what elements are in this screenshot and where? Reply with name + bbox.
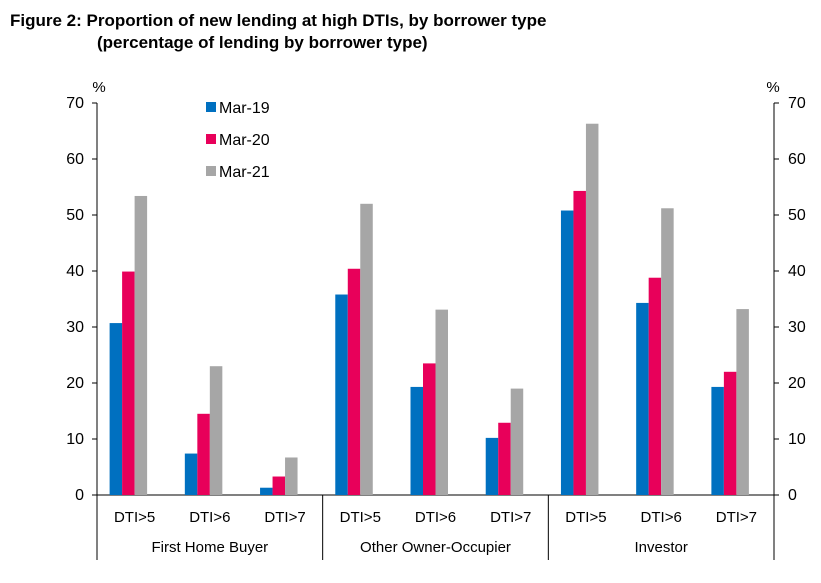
left-y-tick-label: 10: [66, 431, 84, 448]
bar-mar-19-investor-dtigt6: [636, 302, 649, 495]
bar-mar-20-other-owner-occupier-dtigt5: [347, 268, 361, 495]
left-y-tick-label: 20: [66, 375, 84, 392]
x-category-label: DTI>5: [340, 509, 381, 526]
x-group-label: Other Owner-Occupier: [360, 539, 511, 556]
bar-mar-20-investor-dtigt5: [573, 190, 586, 496]
title-line-1: Figure 2: Proportion of new lending at h…: [10, 11, 547, 30]
bar-mar-20-other-owner-occupier-dtigt6: [423, 363, 436, 495]
title-line-2: (percentage of lending by borrower type): [97, 33, 428, 52]
legend-label-mar-19: Mar-19: [219, 100, 270, 117]
x-group-label: First Home Buyer: [151, 539, 268, 556]
bar-mar-19-investor-dtigt7: [711, 386, 724, 495]
left-y-tick-label: 0: [75, 487, 84, 504]
bar-mar-21-investor-dtigt5: [585, 123, 599, 495]
right-y-tick-label: 40: [788, 263, 806, 280]
bar-mar-20-investor-dtigt7: [723, 371, 737, 495]
legend-swatch-mar-20: [206, 134, 216, 144]
x-category-label: DTI>6: [189, 509, 230, 526]
bar-mar-21-investor-dtigt6: [661, 208, 674, 495]
bar-mar-20-first-home-buyer-dtigt5: [122, 271, 135, 495]
bar-mar-19-first-home-buyer-dtigt5: [109, 323, 123, 495]
x-category-label: DTI>7: [490, 509, 531, 526]
bar-mar-21-first-home-buyer-dtigt5: [134, 195, 148, 495]
bar-mar-21-investor-dtigt7: [736, 309, 749, 495]
x-category-label: DTI>5: [565, 509, 606, 526]
right-y-tick-label: 70: [788, 95, 806, 112]
right-y-unit: %: [766, 79, 779, 96]
left-y-tick-label: 40: [66, 263, 84, 280]
left-y-tick-label: 50: [66, 207, 84, 224]
bar-mar-21-first-home-buyer-dtigt7: [285, 457, 298, 495]
bar-mar-21-other-owner-occupier-dtigt7: [510, 388, 524, 495]
bar-mar-20-first-home-buyer-dtigt7: [272, 476, 286, 495]
x-category-label: DTI>6: [415, 509, 456, 526]
left-y-tick-label: 30: [66, 319, 84, 336]
x-category-label: DTI>7: [716, 509, 757, 526]
left-y-unit: %: [92, 79, 105, 96]
bar-mar-19-other-owner-occupier-dtigt7: [485, 437, 499, 495]
chart-title: Figure 2: Proportion of new lending at h…: [10, 10, 546, 54]
legend-label-mar-21: Mar-21: [219, 164, 270, 181]
left-y-tick-label: 60: [66, 151, 84, 168]
right-y-tick-label: 0: [788, 487, 797, 504]
bar-mar-21-other-owner-occupier-dtigt5: [360, 203, 373, 496]
x-group-label: Investor: [634, 539, 687, 556]
right-y-tick-label: 50: [788, 207, 806, 224]
bar-mar-21-first-home-buyer-dtigt6: [209, 366, 223, 495]
bar-mar-19-first-home-buyer-dtigt7: [260, 487, 273, 495]
bar-mar-19-other-owner-occupier-dtigt5: [335, 294, 348, 495]
x-category-label: DTI>6: [641, 509, 682, 526]
legend-swatch-mar-19: [206, 102, 216, 112]
x-category-label: DTI>5: [114, 509, 155, 526]
x-category-label: DTI>7: [264, 509, 305, 526]
right-y-tick-label: 20: [788, 375, 806, 392]
legend-swatch-mar-21: [206, 166, 216, 176]
bar-mar-20-first-home-buyer-dtigt6: [197, 413, 210, 495]
bar-mar-19-investor-dtigt5: [560, 210, 574, 495]
bar-mar-19-other-owner-occupier-dtigt6: [410, 386, 423, 495]
bar-mar-21-other-owner-occupier-dtigt6: [435, 309, 448, 495]
right-y-tick-label: 10: [788, 431, 806, 448]
bar-mar-20-other-owner-occupier-dtigt7: [498, 422, 511, 495]
bar-mar-19-first-home-buyer-dtigt6: [184, 453, 198, 495]
bar-mar-20-investor-dtigt6: [648, 277, 662, 495]
legend-label-mar-20: Mar-20: [219, 132, 270, 149]
right-y-tick-label: 30: [788, 319, 806, 336]
right-y-tick-label: 60: [788, 151, 806, 168]
left-y-tick-label: 70: [66, 95, 84, 112]
